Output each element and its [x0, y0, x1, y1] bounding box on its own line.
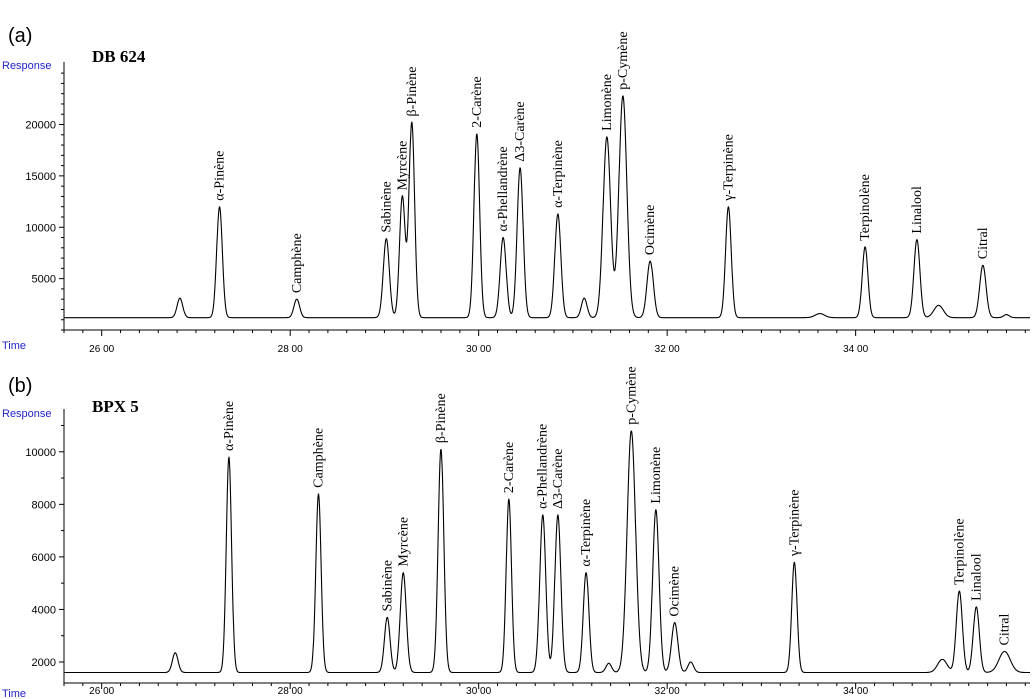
x-axis-label: Time: [2, 340, 26, 352]
column-title: DB 624: [92, 47, 146, 66]
x-tick-label: 30 00: [466, 686, 491, 697]
peak-label: Myrcène: [396, 517, 411, 567]
panel-label: (b): [8, 375, 32, 397]
peak-label: α-Phellandrène: [496, 146, 511, 231]
x-tick-label: 26 00: [89, 344, 114, 355]
y-tick-label: 5000: [32, 274, 56, 286]
peak-label: 2-Carène: [502, 442, 517, 493]
peak-label: α-Terpinène: [579, 499, 594, 567]
x-tick-label: 28 00: [278, 686, 303, 697]
y-tick-label: 6000: [32, 552, 56, 564]
peak-label: Citral: [998, 613, 1013, 645]
x-tick-label: 34 00: [843, 344, 868, 355]
y-axis-label: Response: [2, 408, 52, 420]
peak-label: Sabinène: [379, 181, 394, 232]
panel-label: (a): [8, 25, 32, 47]
y-tick-label: 2000: [32, 657, 56, 669]
peak-label: Linalool: [910, 186, 925, 234]
peak-label: Terpinolène: [858, 174, 873, 241]
peak-label: p-Cymène: [624, 366, 639, 424]
x-tick-label: 28 00: [278, 344, 303, 355]
x-tick-label: 26 00: [89, 686, 114, 697]
peak-label: Linalool: [969, 553, 984, 601]
peak-label: 2-Carène: [470, 76, 485, 127]
peak-label: γ-Terpinène: [787, 490, 802, 558]
y-tick-label: 20000: [25, 120, 56, 132]
x-tick-label: 34 00: [843, 686, 868, 697]
y-tick-label: 10000: [25, 222, 56, 234]
peak-label: Limonène: [600, 74, 615, 131]
peak-label: β-Pinène: [405, 67, 420, 117]
y-tick-label: 10000: [25, 447, 56, 459]
x-tick-label: 32 00: [655, 344, 680, 355]
peak-label: Camphène: [311, 428, 326, 488]
peak-label: α-Phellandrène: [536, 424, 551, 509]
column-title: BPX 5: [92, 397, 139, 416]
peak-label: γ-Terpinène: [721, 134, 736, 202]
peak-label: Δ3-Carène: [513, 101, 528, 161]
y-tick-label: 8000: [32, 499, 56, 511]
peak-label: α-Terpinène: [551, 140, 566, 208]
peak-label: Limonène: [649, 447, 664, 504]
peak-label: Sabinène: [380, 560, 395, 611]
peak-label: Terpinolène: [952, 518, 967, 585]
peak-label: Myrcène: [395, 141, 410, 191]
peak-label: p-Cymène: [616, 31, 631, 89]
y-axis-label: Response: [2, 60, 52, 72]
peak-label: Ocimène: [643, 205, 658, 256]
peak-label: Camphène: [290, 233, 305, 293]
chromatogram-trace: [63, 430, 1031, 674]
panel-b: (b) BPX 5 Response Time 2000 4000 6000 8000 1000…: [2, 366, 1031, 699]
peak-label: β-Pinène: [434, 393, 449, 443]
peak-label: Ocimène: [668, 566, 683, 617]
x-tick-label: 30 00: [466, 344, 491, 355]
peak-label: Citral: [976, 227, 991, 259]
panel-a: (a) DB 624 Response Time 5000 10000 15000 20000…: [2, 25, 1031, 355]
y-tick-label: 4000: [32, 604, 56, 616]
x-tick-label: 32 00: [655, 686, 680, 697]
x-axis-label: Time: [2, 688, 26, 699]
chromatogram-trace: [63, 95, 1031, 319]
peak-label: α-Pinène: [213, 151, 228, 201]
peak-label: Δ3-Carène: [551, 449, 566, 509]
y-tick-label: 15000: [25, 171, 56, 183]
peak-label: α-Pinène: [222, 401, 237, 451]
